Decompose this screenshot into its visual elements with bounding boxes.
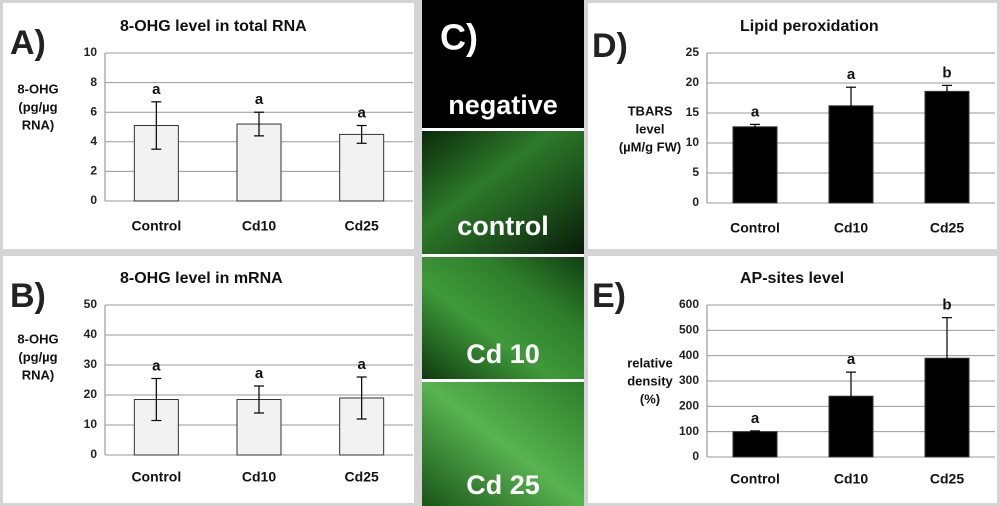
x-tick-label: Control bbox=[131, 469, 181, 485]
significance-letter: a bbox=[847, 66, 856, 83]
y-tick-label: 200 bbox=[679, 399, 699, 413]
chart-title: 8-OHG level in total RNA bbox=[120, 18, 307, 35]
significance-letter: b bbox=[942, 64, 951, 81]
image-caption: negative bbox=[448, 90, 558, 120]
y-tick-label: 5 bbox=[692, 165, 699, 179]
y-axis-label: (µM/g FW) bbox=[619, 139, 681, 154]
x-tick-label: Cd25 bbox=[930, 220, 964, 236]
y-tick-label: 6 bbox=[90, 104, 97, 118]
y-tick-label: 20 bbox=[686, 75, 700, 89]
significance-letter: a bbox=[152, 357, 161, 374]
bar bbox=[732, 126, 778, 204]
y-tick-label: 0 bbox=[692, 195, 699, 209]
x-tick-label: Control bbox=[131, 218, 181, 234]
y-axis-label: TBARS bbox=[628, 103, 673, 118]
y-tick-label: 0 bbox=[692, 449, 699, 463]
bar bbox=[236, 123, 282, 202]
y-tick-label: 25 bbox=[686, 45, 700, 59]
significance-letter: a bbox=[255, 365, 264, 382]
x-tick-label: Cd25 bbox=[345, 469, 379, 485]
y-axis-label: (pg/µg bbox=[18, 99, 57, 114]
image-cd25 bbox=[422, 382, 584, 506]
x-tick-label: Cd10 bbox=[834, 220, 868, 236]
panel-label: B) bbox=[10, 277, 46, 315]
significance-letter: a bbox=[357, 356, 366, 373]
y-tick-label: 30 bbox=[84, 357, 98, 371]
significance-letter: a bbox=[751, 103, 760, 120]
x-tick-label: Control bbox=[730, 471, 780, 487]
bar bbox=[924, 90, 970, 204]
significance-letter: a bbox=[751, 410, 760, 427]
x-tick-label: Control bbox=[730, 220, 780, 236]
panel-label: E) bbox=[592, 277, 626, 315]
y-axis-label: 8-OHG bbox=[17, 81, 58, 96]
y-tick-label: 2 bbox=[90, 164, 97, 178]
y-axis-label: density bbox=[627, 373, 673, 388]
y-axis-label: (%) bbox=[640, 391, 660, 406]
x-tick-label: Cd10 bbox=[242, 469, 276, 485]
significance-letter: a bbox=[847, 351, 856, 368]
significance-letter: a bbox=[255, 91, 264, 108]
y-tick-label: 10 bbox=[84, 417, 98, 431]
image-caption: Cd 10 bbox=[466, 339, 540, 369]
y-axis-label: 8-OHG bbox=[17, 331, 58, 346]
significance-letter: b bbox=[942, 297, 951, 314]
x-tick-label: Cd10 bbox=[834, 471, 868, 487]
y-axis-label: RNA) bbox=[22, 117, 55, 132]
x-tick-label: Cd25 bbox=[345, 218, 379, 234]
image-caption: Cd 25 bbox=[466, 470, 540, 500]
image-control bbox=[422, 131, 584, 254]
y-axis-label: (pg/µg bbox=[18, 349, 57, 364]
y-tick-label: 300 bbox=[679, 373, 699, 387]
y-tick-label: 0 bbox=[90, 447, 97, 461]
y-tick-label: 50 bbox=[84, 297, 98, 311]
y-tick-label: 8 bbox=[90, 75, 97, 89]
x-tick-label: Cd10 bbox=[242, 218, 276, 234]
y-tick-label: 4 bbox=[90, 134, 97, 148]
panel-a bbox=[3, 3, 414, 249]
y-tick-label: 15 bbox=[686, 105, 700, 119]
panel-label: A) bbox=[10, 24, 46, 62]
y-axis-label: level bbox=[636, 121, 665, 136]
y-tick-label: 20 bbox=[84, 387, 98, 401]
x-tick-label: Cd25 bbox=[930, 471, 964, 487]
y-axis-label: RNA) bbox=[22, 367, 55, 382]
image-negative bbox=[422, 0, 584, 128]
y-tick-label: 10 bbox=[686, 135, 700, 149]
chart-title: AP-sites level bbox=[740, 270, 844, 287]
y-tick-label: 40 bbox=[84, 327, 98, 341]
panel-label: D) bbox=[592, 27, 628, 65]
panel-b bbox=[3, 256, 414, 503]
y-tick-label: 500 bbox=[679, 323, 699, 337]
y-tick-label: 100 bbox=[679, 424, 699, 438]
bar bbox=[339, 133, 385, 202]
bar bbox=[732, 431, 778, 458]
y-tick-label: 0 bbox=[90, 193, 97, 207]
y-tick-label: 400 bbox=[679, 348, 699, 362]
significance-letter: a bbox=[357, 104, 366, 121]
y-tick-label: 10 bbox=[84, 45, 98, 59]
chart-title: Lipid peroxidation bbox=[740, 18, 879, 35]
y-tick-label: 600 bbox=[679, 297, 699, 311]
chart-title: 8-OHG level in mRNA bbox=[120, 270, 283, 287]
significance-letter: a bbox=[152, 81, 161, 98]
panel-label: C) bbox=[440, 17, 478, 58]
image-cd10 bbox=[422, 257, 584, 379]
y-axis-label: relative bbox=[627, 355, 673, 370]
image-caption: control bbox=[457, 211, 549, 241]
